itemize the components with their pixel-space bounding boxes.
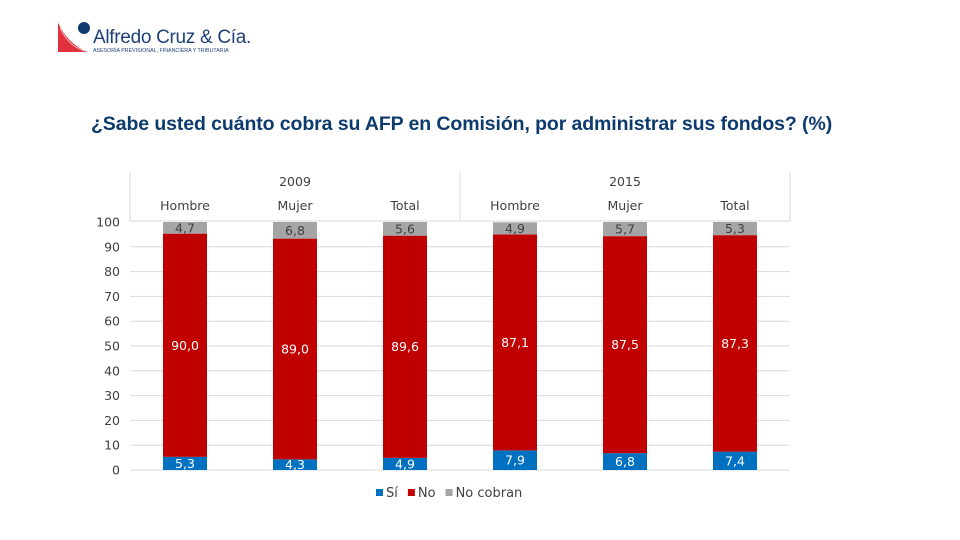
bar-segment-si (603, 453, 647, 470)
category-label: Hombre (160, 198, 210, 213)
bars (163, 222, 757, 470)
y-tick-label: 40 (104, 363, 120, 378)
category-label: Hombre (490, 198, 540, 213)
group-label: 2009 (279, 174, 311, 189)
page-title: ¿Sabe usted cuánto cobra su AFP en Comis… (91, 113, 833, 135)
data-label: 4,3 (285, 457, 305, 472)
bar-segment-si (493, 450, 537, 470)
data-label: 87,5 (611, 337, 639, 352)
logo-mark-icon (57, 20, 90, 53)
legend-swatch-icon (376, 489, 383, 496)
y-tick-label: 90 (104, 239, 120, 254)
y-tick-label: 30 (104, 388, 120, 403)
y-tick-label: 80 (104, 264, 120, 279)
y-axis: 0 10 20 30 40 50 60 70 80 90 100 (96, 215, 120, 478)
category-label: Total (389, 198, 419, 213)
y-tick-label: 10 (104, 438, 120, 453)
bar-segment-no-cobran (713, 222, 757, 236)
category-header: 2009 Hombre Mujer Total 2015 Hombre Mujer Total (129, 173, 791, 222)
data-label: 5,7 (615, 222, 635, 237)
y-tick-label: 0 (112, 463, 120, 478)
y-tick-label: 60 (104, 314, 120, 329)
legend-item-label: No cobran (456, 486, 523, 501)
company-logo: Alfredo Cruz & Cía. ASESORÍA PREVISIONAL… (56, 18, 251, 58)
category-label: Total (719, 198, 749, 213)
bar-segment-no (713, 235, 757, 452)
bar-segment-no-cobran (383, 222, 427, 236)
y-tick-label: 50 (104, 339, 120, 354)
data-label: 89,6 (391, 339, 419, 354)
data-label: 4,9 (505, 221, 525, 236)
y-tick-label: 100 (96, 215, 120, 230)
data-label: 5,6 (395, 221, 415, 236)
legend-swatch-icon (407, 489, 415, 496)
bar-segment-no-cobran (603, 222, 647, 237)
bar-segment-no-cobran (273, 222, 317, 239)
bar-segment-no (383, 235, 427, 458)
bar-segment-si (713, 451, 757, 470)
bar-segment-si (383, 457, 427, 470)
data-label: 4,7 (175, 220, 195, 235)
legend: Sí No No cobran (376, 486, 522, 501)
bar-segment-no (273, 238, 317, 460)
data-label: 5,3 (725, 221, 745, 236)
gridlines (130, 246, 790, 471)
bar-segment-si (163, 456, 207, 470)
bar-segment-no-cobran (493, 222, 537, 235)
bar-segment-si (273, 459, 317, 470)
legend-item-label: No (418, 486, 436, 501)
logo-tagline: ASESORÍA PREVISIONAL, FINANCIERA Y TRIBU… (93, 48, 229, 54)
data-label: 5,3 (175, 456, 195, 471)
bar-segment-no-cobran (163, 222, 207, 234)
data-labels: 5,3 90,0 4,7 4,3 89,0 6,8 4,9 89,6 5,6 7,9 87,1 4,9… (171, 220, 749, 472)
y-tick-label: 70 (104, 289, 120, 304)
logo-name: Alfredo Cruz & Cía. (93, 27, 251, 48)
category-label: Mujer (607, 198, 643, 213)
data-label: 7,4 (725, 453, 745, 468)
data-label: 89,0 (281, 341, 309, 356)
y-tick-label: 20 (104, 413, 120, 428)
group-label: 2015 (609, 174, 641, 189)
data-label: 6,8 (285, 223, 305, 238)
category-label: Mujer (277, 198, 313, 213)
legend-item-label: Sí (386, 486, 398, 501)
bar-segment-no (163, 233, 207, 457)
legend-swatch-icon (445, 489, 453, 496)
bar-segment-no (493, 234, 537, 451)
data-label: 90,0 (171, 338, 199, 353)
data-label: 7,9 (505, 453, 525, 468)
bar-segment-no (603, 236, 647, 454)
data-label: 4,9 (395, 456, 415, 471)
data-label: 87,3 (721, 336, 749, 351)
data-label: 6,8 (615, 454, 635, 469)
data-label: 87,1 (501, 335, 529, 350)
